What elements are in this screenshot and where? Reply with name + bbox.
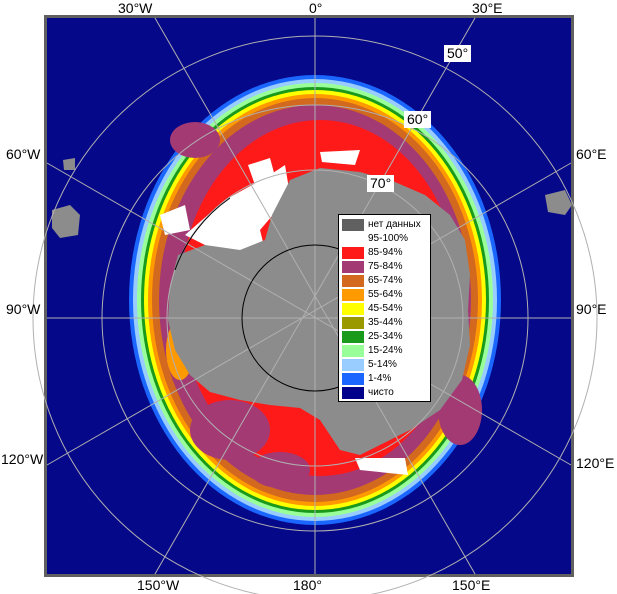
legend-item: 35-44% xyxy=(342,316,430,330)
legend-label: чисто xyxy=(368,387,394,398)
legend-item: 15-24% xyxy=(342,344,430,358)
legend-swatch xyxy=(342,303,364,315)
land-patch xyxy=(63,158,75,170)
legend-label: 45-54% xyxy=(368,303,403,314)
legend-item: 65-74% xyxy=(342,274,430,288)
legend-item: 1-4% xyxy=(342,372,430,386)
legend-label: 55-64% xyxy=(368,289,403,300)
lon-label-90w: 90°W xyxy=(6,301,41,317)
legend-item: 95-100% xyxy=(342,232,430,246)
legend-label: 85-94% xyxy=(368,247,403,258)
legend-label: 75-84% xyxy=(368,261,403,272)
land-patch xyxy=(52,205,80,238)
meridian-30e-150w xyxy=(154,17,476,575)
legend-swatch xyxy=(342,219,364,231)
lat-label-50: 50° xyxy=(444,45,472,62)
ice-patch-75-84 xyxy=(190,400,270,460)
lon-label-60e: 60°E xyxy=(576,146,607,162)
land-patch xyxy=(545,190,572,215)
legend-swatch xyxy=(342,275,364,287)
ice-patch-75-84 xyxy=(250,452,310,488)
lon-label-150e: 150°E xyxy=(452,577,491,593)
legend-label: 15-24% xyxy=(368,345,403,356)
ice-patch-95-100 xyxy=(160,205,190,235)
legend-label: 35-44% xyxy=(368,317,403,328)
legend-swatch xyxy=(342,317,364,329)
legend-item: 55-64% xyxy=(342,288,430,302)
ice-patch-95-100 xyxy=(355,458,408,475)
meridian-60e-120w xyxy=(46,162,572,466)
legend-item: 25-34% xyxy=(342,330,430,344)
legend-swatch xyxy=(342,359,364,371)
legend-item: 85-94% xyxy=(342,246,430,260)
lon-label-120w: 120°W xyxy=(1,451,44,467)
legend-swatch xyxy=(342,345,364,357)
legend: нет данных 95-100% 85-94% 75-84% 65-74% 55-64… xyxy=(338,214,431,402)
lon-label-30e: 30°E xyxy=(472,0,503,16)
legend-swatch xyxy=(342,289,364,301)
legend-swatch xyxy=(342,373,364,385)
legend-label: 95-100% xyxy=(368,233,409,244)
lat-label-60: 60° xyxy=(404,111,432,128)
ice-patch-75-84 xyxy=(170,122,220,158)
legend-swatch xyxy=(342,261,364,273)
lon-label-90e: 90°E xyxy=(576,301,607,317)
ice-patch-95-100 xyxy=(320,150,360,165)
lon-label-180: 180° xyxy=(293,577,322,593)
lon-label-150w: 150°W xyxy=(137,577,180,593)
ice-patch-95-100 xyxy=(185,165,290,265)
legend-item: 5-14% xyxy=(342,358,430,372)
legend-swatch xyxy=(342,247,364,259)
legend-label: 25-34% xyxy=(368,331,403,342)
lat-label-70: 70° xyxy=(367,175,395,192)
lon-label-0: 0° xyxy=(309,0,323,16)
legend-item: 75-84% xyxy=(342,260,430,274)
lon-label-60w: 60°W xyxy=(6,146,41,162)
legend-item: чисто xyxy=(342,386,430,400)
ice-patch-95-100 xyxy=(248,158,276,185)
legend-label: 65-74% xyxy=(368,275,403,286)
legend-label: 5-14% xyxy=(368,359,397,370)
latitude-arc-70-dark xyxy=(174,197,231,271)
legend-item: нет данных xyxy=(342,218,430,232)
legend-label: 1-4% xyxy=(368,373,392,384)
legend-swatch xyxy=(342,387,364,399)
lon-label-30w: 30°W xyxy=(118,0,153,16)
legend-swatch xyxy=(342,233,364,245)
lon-label-120e: 120°E xyxy=(576,455,615,471)
legend-item: 45-54% xyxy=(342,302,430,316)
legend-label: нет данных xyxy=(368,219,421,230)
legend-swatch xyxy=(342,331,364,343)
graticule xyxy=(32,17,598,594)
